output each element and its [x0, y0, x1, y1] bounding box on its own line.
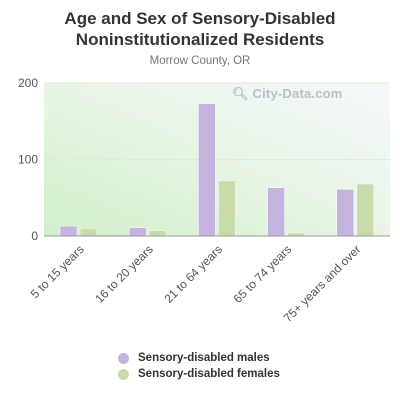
legend-label-females: Sensory-disabled females	[138, 368, 280, 380]
magnifier-icon: 🔍︎	[232, 86, 249, 101]
x-tick-label: 16 to 20 years	[92, 242, 156, 306]
bar-females	[218, 180, 236, 237]
bar-females	[79, 228, 98, 237]
x-tick-label: 75+ years and over	[281, 242, 364, 325]
y-tick-label: 200	[18, 76, 38, 90]
x-tick-label: 5 to 15 years	[28, 242, 87, 301]
legend-label-males: Sensory-disabled males	[138, 352, 270, 364]
chart-subtitle: Morrow County, OR	[149, 55, 251, 67]
legend-swatch-males	[118, 352, 129, 364]
legend-item-females: Sensory-disabled females	[118, 366, 280, 382]
y-tick-label: 100	[18, 153, 38, 167]
watermark: 🔍︎ City-Data.com	[232, 86, 343, 102]
bar-males	[198, 103, 216, 237]
watermark-text: City-Data.com	[252, 86, 343, 101]
x-tick-label: 21 to 64 years	[161, 242, 225, 306]
legend: Sensory-disabled males Sensory-disabled …	[118, 350, 280, 382]
bar-males	[128, 227, 147, 237]
y-tick-label: 0	[31, 229, 38, 243]
chart-title: Age and Sex of Sensory-Disabled Noninsti…	[64, 9, 336, 49]
bar-females	[148, 230, 167, 237]
x-tick-label: 65 to 74 years	[231, 242, 295, 306]
bar-females	[356, 183, 375, 237]
legend-item-males: Sensory-disabled males	[118, 350, 280, 366]
bar-males	[267, 187, 285, 237]
legend-swatch-females	[118, 368, 129, 380]
bar-males	[336, 189, 355, 237]
bar-males	[59, 225, 78, 237]
